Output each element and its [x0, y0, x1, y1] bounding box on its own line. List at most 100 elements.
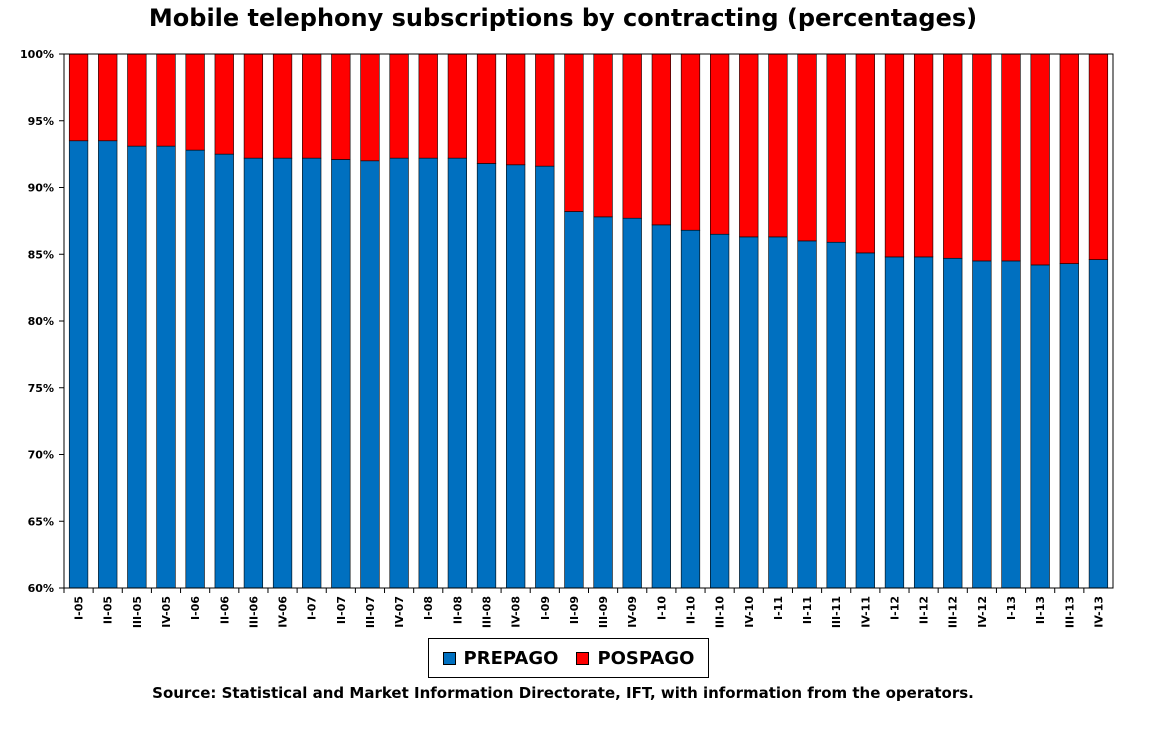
bar-prepago	[185, 149, 205, 589]
bar-pospago	[127, 53, 147, 147]
x-tick-label: I-05	[73, 596, 86, 620]
y-tick-label: 95%	[28, 115, 54, 128]
bar-pospago	[68, 53, 89, 142]
bar-prepago	[1001, 260, 1021, 589]
x-tick-label: II-07	[335, 596, 348, 624]
bar-prepago	[331, 159, 351, 589]
bar-pospago	[884, 53, 905, 258]
bar-prepago	[243, 157, 264, 589]
x-tick-label: III-11	[830, 596, 843, 628]
bar-prepago	[1059, 263, 1079, 589]
y-tick-label: 80%	[28, 315, 54, 328]
bar-pospago	[156, 53, 176, 147]
legend: PREPAGO POSPAGO	[428, 638, 709, 678]
legend-label-prepago: PREPAGO	[463, 647, 559, 669]
bar-prepago	[622, 217, 642, 589]
x-tick-label: II-10	[684, 596, 697, 624]
bar-pospago	[1059, 53, 1079, 264]
bar-pospago	[360, 53, 380, 162]
bar-pospago	[98, 53, 118, 142]
bar-pospago	[564, 53, 584, 212]
x-tick-label: III-10	[714, 596, 727, 628]
bar-prepago	[710, 233, 730, 589]
bar-prepago	[156, 145, 176, 589]
x-tick-label: I-11	[772, 596, 785, 620]
bar-prepago	[214, 153, 234, 589]
bar-pospago	[506, 53, 526, 166]
bar-prepago	[913, 256, 934, 589]
bar-prepago	[389, 157, 409, 589]
x-tick-label: III-12	[947, 596, 960, 628]
bar-pospago	[797, 53, 817, 242]
x-tick-label: II-05	[102, 596, 115, 624]
bar-pospago	[418, 53, 438, 159]
x-axis-ticks: I-05 II-05 III-05 IV-05 I-06 II-06 III-06 IV-06…	[63, 588, 1105, 628]
bar-prepago	[272, 157, 293, 589]
bar-pospago	[535, 53, 555, 167]
bar-pospago	[739, 53, 759, 238]
bar-prepago	[1088, 259, 1109, 589]
x-tick-label: I-10	[655, 596, 668, 620]
bar-prepago	[302, 157, 322, 589]
bar-prepago	[1030, 264, 1050, 589]
x-tick-label: III-07	[364, 596, 377, 628]
bar-pospago	[680, 53, 701, 231]
legend-swatch-prepago	[442, 651, 456, 665]
x-tick-label: IV-05	[160, 596, 173, 628]
x-tick-label: IV-09	[626, 596, 639, 628]
bar-prepago	[826, 241, 846, 589]
source-note: Source: Statistical and Market Informati…	[152, 684, 974, 702]
bar-series	[68, 53, 1109, 589]
bar-prepago	[797, 240, 817, 589]
bar-prepago	[739, 236, 759, 589]
bar-prepago	[476, 163, 497, 589]
x-tick-label: IV-10	[743, 596, 756, 628]
x-tick-label: IV-12	[976, 596, 989, 628]
stacked-bar-chart: 60% 65% 70% 75% 80% 85% 90% 95% 100% I-05 II-05 II…	[20, 48, 1114, 628]
x-tick-label: II-13	[1034, 596, 1047, 624]
legend-label-pospago: POSPAGO	[597, 647, 695, 669]
legend-item-pospago: POSPAGO	[576, 648, 694, 669]
x-tick-label: III-09	[597, 596, 610, 628]
bar-pospago	[943, 53, 963, 259]
x-tick-label: II-09	[568, 596, 581, 624]
bar-prepago	[855, 252, 875, 589]
bar-pospago	[768, 53, 788, 238]
bar-pospago	[476, 53, 497, 164]
bar-prepago	[884, 256, 905, 589]
bar-prepago	[506, 164, 526, 589]
bar-pospago	[1030, 53, 1050, 266]
y-tick-label: 60%	[28, 582, 54, 595]
x-tick-label: III-13	[1063, 596, 1076, 628]
bar-pospago	[913, 53, 934, 258]
y-tick-label: 85%	[28, 248, 54, 261]
x-tick-label: I-09	[539, 596, 552, 620]
bar-pospago	[447, 53, 467, 159]
bar-pospago	[826, 53, 846, 243]
bar-prepago	[127, 145, 147, 589]
x-tick-label: IV-08	[510, 596, 523, 628]
bar-pospago	[1088, 53, 1109, 260]
bar-pospago	[972, 53, 992, 262]
bar-prepago	[535, 165, 555, 589]
bar-prepago	[768, 236, 788, 589]
x-tick-label: III-06	[247, 596, 260, 628]
bar-prepago	[418, 157, 438, 589]
x-tick-label: I-06	[189, 596, 202, 620]
x-tick-label: I-07	[306, 596, 319, 620]
bar-prepago	[943, 257, 963, 589]
bar-prepago	[564, 211, 584, 589]
y-axis-ticks: 60% 65% 70% 75% 80% 85% 90% 95% 100%	[20, 48, 64, 595]
x-tick-label: II-06	[218, 596, 231, 624]
bar-prepago	[972, 260, 992, 589]
bar-prepago	[98, 140, 118, 589]
y-tick-label: 65%	[28, 515, 54, 528]
bar-pospago	[214, 53, 234, 155]
y-tick-label: 90%	[28, 182, 54, 195]
x-tick-label: IV-07	[393, 596, 406, 628]
x-tick-label: I-13	[1005, 596, 1018, 620]
x-tick-label: III-08	[481, 596, 494, 628]
plot-area-frame	[63, 53, 1114, 589]
chart-title: Mobile telephony subscriptions by contra…	[148, 4, 978, 32]
legend-item-prepago: PREPAGO	[442, 647, 559, 669]
